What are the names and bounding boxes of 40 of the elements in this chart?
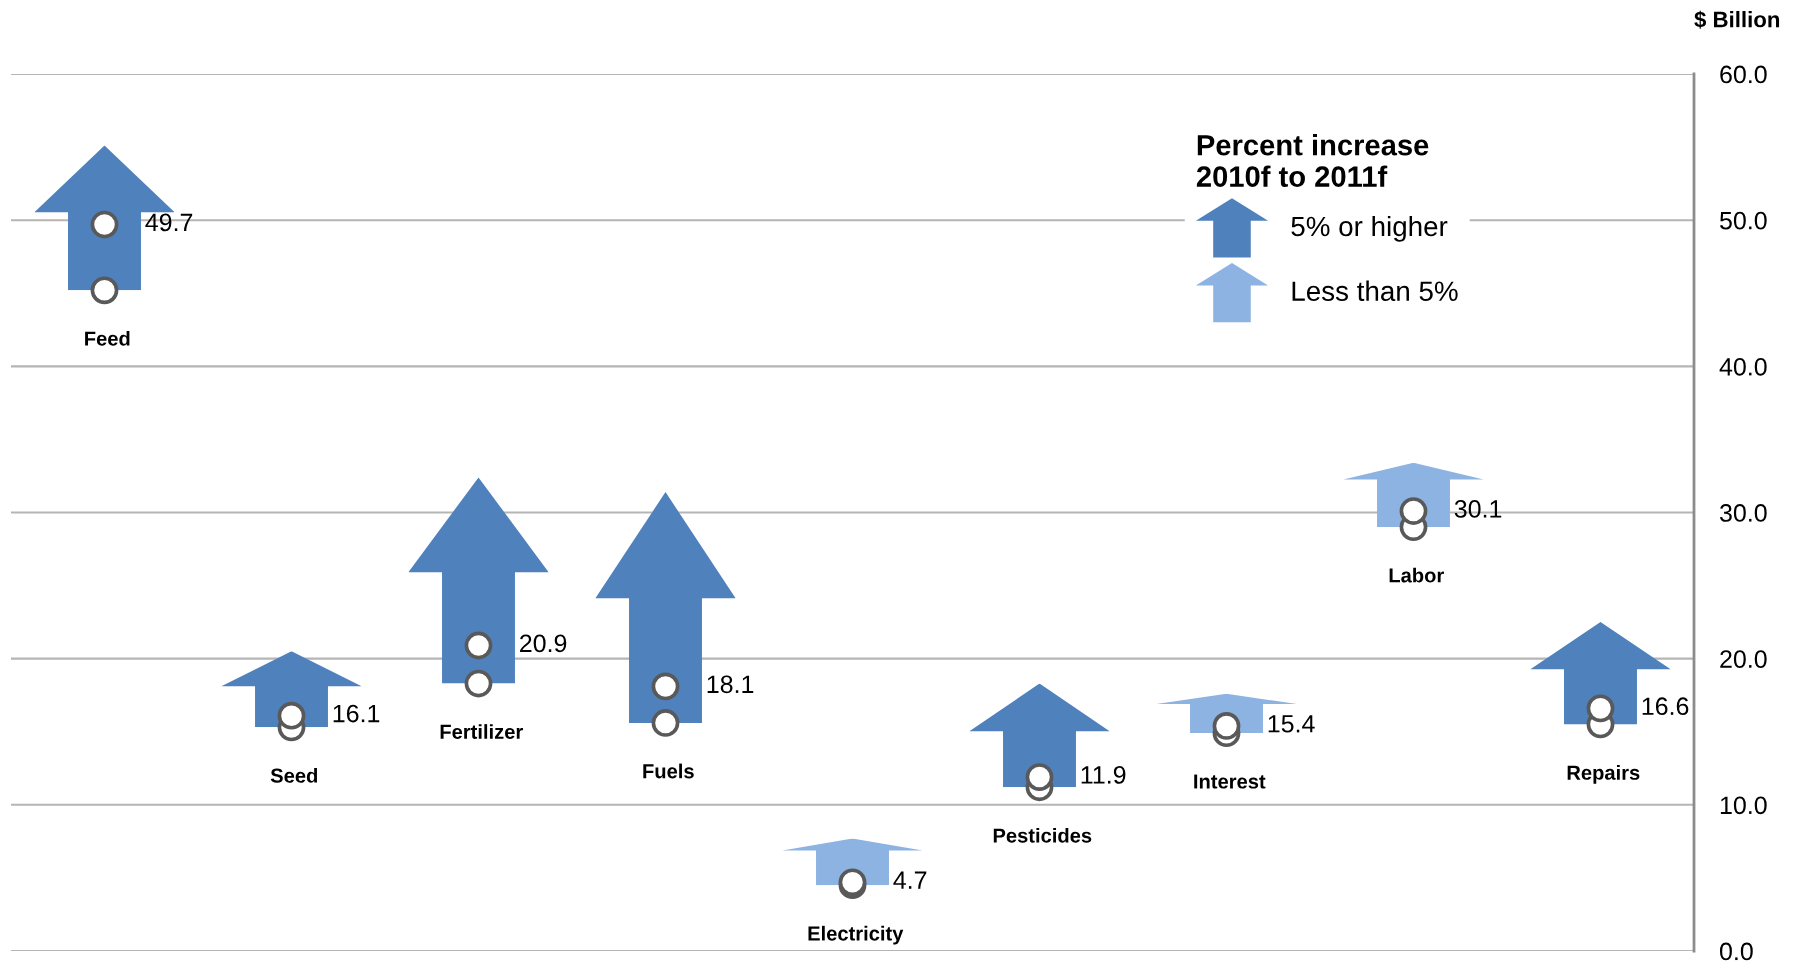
y-tick-label: 10.0 [1720,796,1767,815]
data-label: 16.6 [1642,697,1689,716]
x-tick-label: Electricity [808,925,904,945]
point [90,210,119,239]
point [1212,712,1241,740]
data-label: 4.7 [893,871,927,889]
data-label: 18.1 [707,675,754,694]
data-label: 20.9 [520,634,567,653]
point [1025,763,1054,791]
x-tick-label: Fuels [643,763,694,779]
point [277,701,306,730]
y-axis-title: $ Billion [1694,10,1780,29]
point [1399,497,1428,525]
point [1586,694,1615,723]
x-tick-label: Pesticides [993,827,1092,843]
point [651,709,680,737]
x-tick-label: Feed [85,330,130,346]
x-tick-label: Repairs [1567,765,1640,784]
data-label: 49.7 [145,213,193,232]
point [464,669,493,698]
legend-label: 5% or higher [1291,215,1448,242]
data-label: 15.4 [1268,715,1315,733]
x-tick-label: Labor [1389,567,1444,583]
y-tick-label: 30.0 [1719,504,1767,522]
y-tick-label: 20.0 [1720,650,1767,668]
x-tick-label: Seed [270,767,318,783]
data-label: 30.1 [1454,500,1502,518]
x-tick-label: Interest [1194,774,1266,789]
data-label: 16.1 [333,704,380,723]
x-tick-label: Fertilizer [440,724,523,739]
y-tick-label: 60.0 [1720,65,1767,84]
y-tick-label: 0.0 [1719,942,1753,961]
y-tick-label: 40.0 [1719,357,1767,376]
data-label: 11.9 [1081,766,1126,784]
point [90,276,119,305]
y-tick-label: 50.0 [1720,211,1767,230]
legend-label: Less than 5% [1292,280,1458,302]
legend-title: Percent increase 2010f to 2011f [1196,134,1429,187]
point [464,631,493,660]
point [651,672,680,701]
